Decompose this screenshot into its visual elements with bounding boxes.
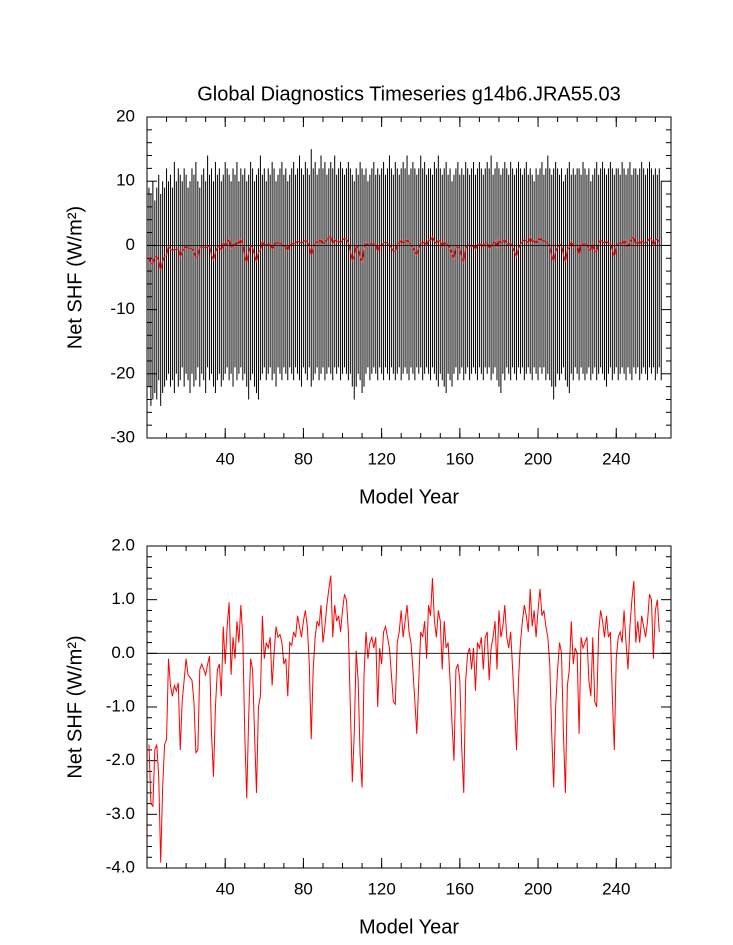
chart-title: Global Diagnostics Timeseries g14b6.JRA5… bbox=[197, 83, 621, 105]
x-tick-label: 240 bbox=[602, 449, 630, 468]
x-tick-label: 200 bbox=[524, 449, 552, 468]
plot-frame bbox=[146, 545, 672, 869]
y-tick-label: 2.0 bbox=[111, 535, 135, 554]
x-tick-label: 120 bbox=[367, 879, 395, 898]
x-tick-label: 120 bbox=[367, 449, 395, 468]
y-axis-label: Net SHF (W/m²) bbox=[64, 206, 86, 349]
x-tick-label: 160 bbox=[446, 879, 474, 898]
x-axis-label: Model Year bbox=[359, 916, 459, 938]
y-tick-label: 1.0 bbox=[111, 589, 135, 608]
panel: Net SHF (W/m²) Model Year -4.0 -3.0 -2.0 -1.0… bbox=[64, 535, 672, 938]
y-tick-label: 10 bbox=[116, 171, 135, 190]
y-tick-label: 20 bbox=[116, 106, 135, 125]
y-tick-label: 0 bbox=[126, 235, 135, 254]
y-tick-label: 0.0 bbox=[111, 643, 135, 662]
x-tick-label: 80 bbox=[294, 449, 313, 468]
x-tick-label: 80 bbox=[294, 879, 313, 898]
y-axis-label: Net SHF (W/m²) bbox=[64, 635, 86, 778]
plot-frame bbox=[146, 116, 672, 439]
y-tick-label: -1.0 bbox=[106, 696, 135, 715]
x-tick-label: 240 bbox=[602, 879, 630, 898]
panel: Global Diagnostics Timeseries g14b6.JRA5… bbox=[64, 83, 672, 508]
y-tick-label: -30 bbox=[110, 427, 135, 446]
x-axis-label: Model Year bbox=[359, 486, 459, 508]
x-tick-label: 160 bbox=[446, 449, 474, 468]
data-line bbox=[148, 575, 660, 863]
y-tick-label: -10 bbox=[110, 299, 135, 318]
x-tick-label: 40 bbox=[216, 879, 235, 898]
y-tick-label: -2.0 bbox=[106, 750, 135, 769]
y-tick-label: -20 bbox=[110, 363, 135, 382]
x-tick-label: 200 bbox=[524, 879, 552, 898]
y-tick-label: -4.0 bbox=[106, 857, 135, 876]
y-tick-label: -3.0 bbox=[106, 804, 135, 823]
x-tick-label: 40 bbox=[216, 449, 235, 468]
